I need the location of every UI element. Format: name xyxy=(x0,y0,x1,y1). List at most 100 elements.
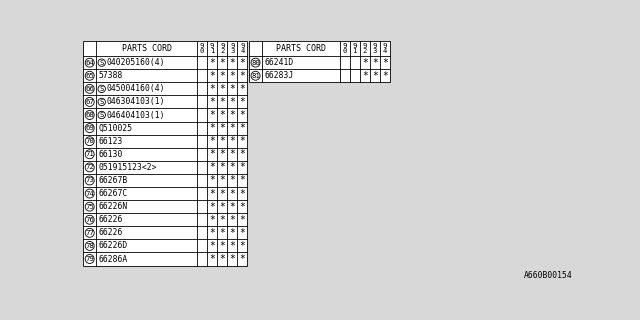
Text: *: * xyxy=(220,241,225,251)
Text: 66130: 66130 xyxy=(99,150,123,159)
Text: 66283J: 66283J xyxy=(264,71,294,80)
Text: A660B00154: A660B00154 xyxy=(524,271,573,280)
Text: 9
2: 9 2 xyxy=(363,43,367,54)
Text: *: * xyxy=(220,188,225,198)
Text: 051915123<2>: 051915123<2> xyxy=(99,163,157,172)
Text: *: * xyxy=(239,202,245,212)
Text: *: * xyxy=(220,162,225,172)
Text: *: * xyxy=(209,188,215,198)
Text: 66226N: 66226N xyxy=(99,202,128,211)
Text: 9
3: 9 3 xyxy=(230,43,234,54)
Bar xyxy=(249,41,390,82)
Text: 045004160(4): 045004160(4) xyxy=(106,84,165,93)
Text: 64: 64 xyxy=(85,60,94,66)
Text: 68: 68 xyxy=(85,112,94,118)
Text: *: * xyxy=(229,123,236,133)
Text: *: * xyxy=(220,71,225,81)
Text: 9
2: 9 2 xyxy=(220,43,225,54)
Text: 66226: 66226 xyxy=(99,228,123,237)
Text: *: * xyxy=(229,110,236,120)
Text: 9
0: 9 0 xyxy=(200,43,204,54)
Text: *: * xyxy=(220,58,225,68)
Text: *: * xyxy=(229,136,236,146)
Text: *: * xyxy=(220,97,225,107)
Text: *: * xyxy=(209,136,215,146)
Text: *: * xyxy=(229,149,236,159)
Text: 65: 65 xyxy=(85,73,94,79)
Text: 73: 73 xyxy=(85,178,94,183)
Text: 71: 71 xyxy=(85,151,94,157)
Text: *: * xyxy=(239,110,245,120)
Text: 040205160(4): 040205160(4) xyxy=(106,58,165,67)
Text: 66: 66 xyxy=(85,86,94,92)
Text: PARTS CORD: PARTS CORD xyxy=(122,44,172,53)
Text: *: * xyxy=(372,71,378,81)
Text: 9
4: 9 4 xyxy=(240,43,244,54)
Text: 76: 76 xyxy=(85,217,94,223)
Text: 046304103(1): 046304103(1) xyxy=(106,97,165,107)
Text: *: * xyxy=(229,241,236,251)
Text: 9
0: 9 0 xyxy=(342,43,347,54)
Text: 78: 78 xyxy=(85,243,94,249)
Text: *: * xyxy=(239,175,245,186)
Text: *: * xyxy=(239,215,245,225)
Text: *: * xyxy=(239,136,245,146)
Text: 66267C: 66267C xyxy=(99,189,128,198)
Text: 72: 72 xyxy=(85,164,94,170)
Text: *: * xyxy=(209,97,215,107)
Text: *: * xyxy=(229,175,236,186)
Text: *: * xyxy=(229,188,236,198)
Text: *: * xyxy=(382,71,388,81)
Text: S: S xyxy=(99,60,104,66)
Text: *: * xyxy=(220,123,225,133)
Text: 66241D: 66241D xyxy=(264,58,294,67)
Text: *: * xyxy=(209,254,215,264)
Text: 66226D: 66226D xyxy=(99,241,128,251)
Text: 9
4: 9 4 xyxy=(383,43,387,54)
Text: *: * xyxy=(209,162,215,172)
Text: *: * xyxy=(209,58,215,68)
Text: 66286A: 66286A xyxy=(99,254,128,263)
Text: 69: 69 xyxy=(85,125,94,131)
Text: *: * xyxy=(229,254,236,264)
Text: 9
1: 9 1 xyxy=(210,43,214,54)
Text: *: * xyxy=(220,136,225,146)
Text: Q510025: Q510025 xyxy=(99,124,132,132)
Text: 74: 74 xyxy=(85,190,94,196)
Text: *: * xyxy=(382,58,388,68)
Text: *: * xyxy=(220,202,225,212)
Text: 9
1: 9 1 xyxy=(353,43,357,54)
Text: S: S xyxy=(99,86,104,92)
Text: *: * xyxy=(362,71,368,81)
Text: 81: 81 xyxy=(251,73,260,79)
Text: *: * xyxy=(209,175,215,186)
Text: *: * xyxy=(239,123,245,133)
Text: *: * xyxy=(239,84,245,94)
Text: 67: 67 xyxy=(85,99,94,105)
Text: *: * xyxy=(239,97,245,107)
Text: PARTS CORD: PARTS CORD xyxy=(276,44,326,53)
Text: 70: 70 xyxy=(85,138,94,144)
Text: S: S xyxy=(99,99,104,105)
Text: *: * xyxy=(209,202,215,212)
Text: *: * xyxy=(229,228,236,238)
Text: *: * xyxy=(229,215,236,225)
Text: *: * xyxy=(229,71,236,81)
Text: *: * xyxy=(239,162,245,172)
Text: *: * xyxy=(209,241,215,251)
Text: *: * xyxy=(362,58,368,68)
Text: *: * xyxy=(229,97,236,107)
Text: *: * xyxy=(229,84,236,94)
Text: *: * xyxy=(239,228,245,238)
Text: *: * xyxy=(209,215,215,225)
Text: *: * xyxy=(239,254,245,264)
Text: 75: 75 xyxy=(85,204,94,210)
Text: 79: 79 xyxy=(85,256,94,262)
Text: *: * xyxy=(220,215,225,225)
Text: *: * xyxy=(209,110,215,120)
Text: *: * xyxy=(229,58,236,68)
Text: 046404103(1): 046404103(1) xyxy=(106,110,165,119)
Text: *: * xyxy=(239,58,245,68)
Text: *: * xyxy=(239,149,245,159)
Text: *: * xyxy=(229,162,236,172)
